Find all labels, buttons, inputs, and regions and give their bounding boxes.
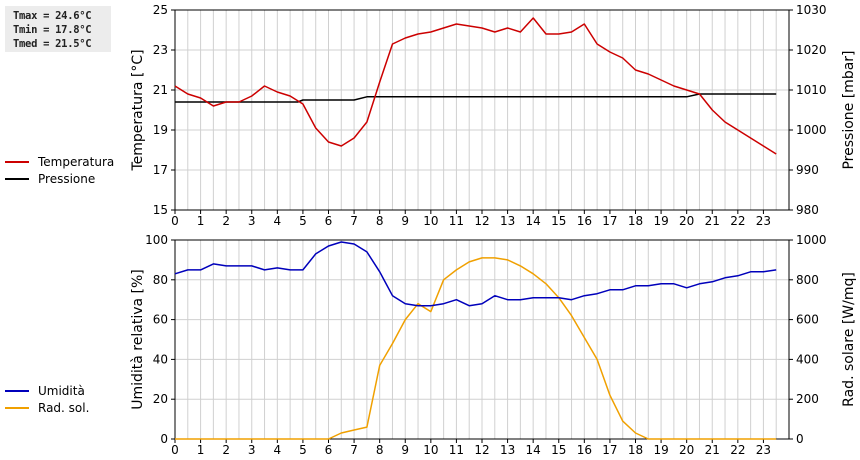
chart2-y2-tick-label: 600	[796, 313, 819, 327]
chart2-y2-tick-label: 0	[796, 432, 804, 446]
chart1-x-tick-label: 9	[401, 214, 409, 228]
chart2-y2-tick-label: 400	[796, 352, 819, 366]
chart1-y-tick-label: 23	[153, 43, 168, 57]
chart2-y2-tick-label: 800	[796, 273, 819, 287]
chart1-x-tick-label: 2	[222, 214, 230, 228]
chart1-x-tick-label: 6	[325, 214, 333, 228]
chart1-y2-tick-label: 1010	[796, 83, 827, 97]
chart1-x-tick-label: 4	[274, 214, 282, 228]
chart2-y-tick-label: 80	[153, 273, 168, 287]
chart1-y2-tick-label: 990	[796, 163, 819, 177]
chart1-x-tick-label: 13	[500, 214, 515, 228]
chart2-x-tick-label: 14	[526, 443, 541, 457]
chart1-x-tick-label: 11	[449, 214, 464, 228]
chart1-x-tick-label: 10	[423, 214, 438, 228]
chart1-x-tick-label: 5	[299, 214, 307, 228]
chart2-y2-tick-label: 1000	[796, 233, 827, 247]
chart2-x-tick-label: 17	[602, 443, 617, 457]
chart2-legend-label: Umidità	[38, 384, 85, 398]
chart1-x-tick-label: 22	[730, 214, 745, 228]
chart1-y-tick-label: 21	[153, 83, 168, 97]
chart2-x-tick-label: 7	[350, 443, 358, 457]
chart2-y-tick-label: 40	[153, 352, 168, 366]
chart2-series-1-line	[174, 241, 777, 307]
chart2-panel: 0 1 2 3 4 5 6 7 8 9 10 11 12 13 14 15 16 17 18 19 20 21 22 2302…	[5, 233, 857, 457]
stats-box: Tmax = 24.6°C Tmin = 17.8°C Tmed = 21.5°…	[5, 6, 111, 52]
chart1-series-2-line	[175, 93, 777, 103]
chart1-y2-tick-label: 980	[796, 203, 819, 217]
chart2-x-tick-label: 9	[401, 443, 409, 457]
chart1-x-tick-label: 21	[705, 214, 720, 228]
chart2-x-tick-label: 2	[222, 443, 230, 457]
chart2-y2label: Rad. solare [W/mq]	[841, 272, 857, 407]
chart1-ylabel: Temperatura [°C]	[130, 49, 146, 171]
chart2-y-tick-label: 0	[160, 432, 168, 446]
chart2-x-tick-label: 1	[197, 443, 205, 457]
chart2-x-tick-label: 22	[730, 443, 745, 457]
chart2-x-tick-label: 23	[756, 443, 771, 457]
tmed-label: Tmed = 21.5°C	[13, 38, 92, 50]
chart1-x-tick-label: 23	[756, 214, 771, 228]
chart1-x-tick-label: 18	[628, 214, 643, 228]
tmax-label: Tmax = 24.6°C	[13, 10, 92, 22]
chart1-x-tick-label: 20	[679, 214, 694, 228]
chart1-x-tick-label: 15	[551, 214, 566, 228]
tmin-label: Tmin = 17.8°C	[13, 24, 92, 36]
chart2-y2-tick-label: 200	[796, 392, 819, 406]
chart1-x-tick-label: 1	[197, 214, 205, 228]
chart1-y-tick-label: 19	[153, 123, 168, 137]
chart2-x-tick-label: 20	[679, 443, 694, 457]
chart1-legend-label: Temperatura	[37, 155, 114, 169]
chart1-x-tick-label: 17	[602, 214, 617, 228]
chart2-y-tick-label: 20	[153, 392, 168, 406]
chart2-legend-label: Rad. sol.	[38, 401, 89, 415]
chart1-y-tick-label: 15	[153, 203, 168, 217]
chart1-y-tick-label: 25	[153, 3, 168, 17]
chart1-x-tick-label: 19	[653, 214, 668, 228]
chart1-series-1-line	[174, 17, 777, 155]
chart1-panel: 0 1 2 3 4 5 6 7 8 9 10 11 12 13 14 15 16 17 18 19 20 21 22 2315…	[5, 3, 857, 228]
chart2-y-tick-label: 100	[145, 233, 168, 247]
chart2-x-tick-label: 18	[628, 443, 643, 457]
chart1-legend-label: Pressione	[38, 172, 95, 186]
chart1-x-tick-label: 12	[474, 214, 489, 228]
chart2-x-tick-label: 11	[449, 443, 464, 457]
chart2-series-2-line	[175, 257, 777, 440]
chart2-x-tick-label: 21	[705, 443, 720, 457]
chart2-x-tick-label: 3	[248, 443, 256, 457]
chart2-x-tick-label: 8	[376, 443, 384, 457]
chart2-x-tick-label: 0	[171, 443, 179, 457]
chart1-y2-tick-label: 1020	[796, 43, 827, 57]
chart2-x-tick-label: 16	[577, 443, 592, 457]
chart2-x-tick-label: 10	[423, 443, 438, 457]
chart2-x-tick-label: 13	[500, 443, 515, 457]
chart1-y2-tick-label: 1030	[796, 3, 827, 17]
chart1-x-tick-label: 16	[577, 214, 592, 228]
chart2-ylabel: Umidità relativa [%]	[130, 269, 146, 410]
chart2-x-tick-label: 15	[551, 443, 566, 457]
chart2-x-tick-label: 5	[299, 443, 307, 457]
chart2-x-tick-label: 4	[274, 443, 282, 457]
chart2-y-tick-label: 60	[153, 313, 168, 327]
chart1-x-tick-label: 3	[248, 214, 256, 228]
chart1-y2-tick-label: 1000	[796, 123, 827, 137]
chart1-x-tick-label: 14	[526, 214, 541, 228]
chart1-x-tick-label: 0	[171, 214, 179, 228]
chart1-y2label: Pressione [mbar]	[841, 50, 857, 169]
chart1-y-tick-label: 17	[153, 163, 168, 177]
chart2-x-tick-label: 19	[653, 443, 668, 457]
chart2-x-tick-label: 12	[474, 443, 489, 457]
chart2-x-tick-label: 6	[325, 443, 333, 457]
chart1-x-tick-label: 8	[376, 214, 384, 228]
chart1-x-tick-label: 7	[350, 214, 358, 228]
